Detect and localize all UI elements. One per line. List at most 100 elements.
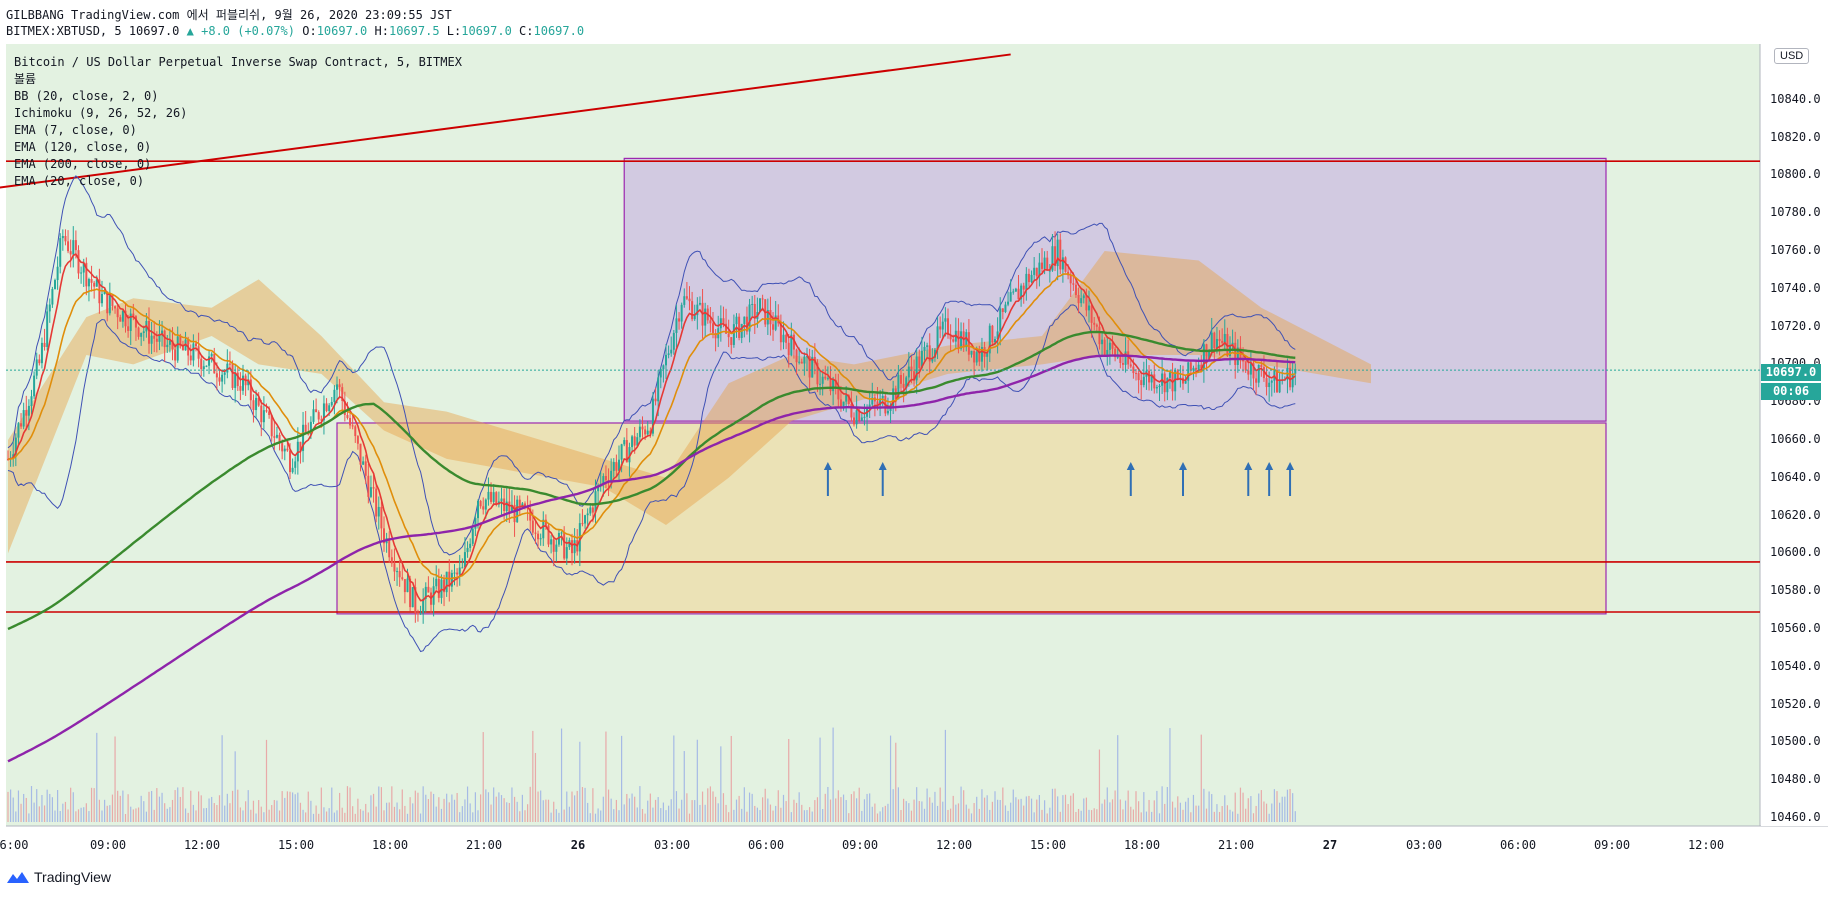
volume-bar [493,787,495,822]
candle-body [620,444,623,460]
candle-body [1101,339,1104,345]
purple-range-box[interactable] [623,157,1607,422]
time-tick-label: 12:00 [183,838,221,852]
volume-bar [278,810,281,822]
volume-bar [782,794,785,822]
candle-body [832,379,835,392]
support-arrow-5[interactable] [1265,462,1274,470]
currency-badge[interactable]: USD [1774,48,1810,64]
candle-body [709,320,712,324]
candle-body [1148,370,1151,383]
volume-bar [540,790,542,822]
legend-ichimoku[interactable]: Ichimoku (9, 26, 52, 26) [14,106,188,120]
candle-body [1046,257,1049,271]
volume-bar [563,809,565,822]
volume-bar [952,795,954,822]
volume-bar [151,790,153,822]
volume-bar [665,810,667,822]
candle-body [317,412,320,420]
volume-bar [889,735,892,822]
candle-body [678,318,681,322]
volume-bar [417,792,419,822]
volume-bar [903,798,905,822]
candle-body [422,598,425,614]
candle-body [722,318,725,324]
volume-bar [662,802,664,822]
candle-body [61,235,64,239]
candle-body [591,507,594,513]
volume-bar [216,805,218,822]
candle-body [406,578,409,593]
legend-ema120[interactable]: EMA (120, close, 0) [14,140,152,154]
volume-bar [657,797,659,822]
candle-body [265,410,268,412]
volume-bar [963,790,965,822]
time-tick-label: 21:00 [1217,838,1255,852]
volume-bar [190,790,192,822]
candle-body [518,499,521,506]
volume-bar [245,801,247,822]
tradingview-logo[interactable]: TradingView [6,869,111,885]
volume-bar [819,737,821,822]
candle-body [106,291,109,314]
volume-bar [247,790,249,822]
volume-bar [748,792,751,822]
candle-body [414,587,417,614]
volume-bar [1279,802,1281,822]
volume-bar [404,805,406,822]
legend-bb[interactable]: BB (20, close, 2, 0) [14,89,159,103]
candle-body [957,330,960,349]
volume-bar [566,791,568,822]
candle-body [80,272,83,274]
volume-bar [310,800,312,822]
volume-bar [349,787,351,822]
volume-bar [12,797,14,822]
support-arrow-2[interactable] [1126,462,1135,470]
volume-bar [1080,810,1082,822]
volume-bar [555,809,557,822]
support-arrow-6[interactable] [1286,462,1295,470]
volume-bar [806,810,808,822]
support-arrow-3[interactable] [1179,462,1187,470]
candle-body [675,318,678,333]
legend-ema20[interactable]: EMA (20, close, 0) [14,174,145,188]
candle-body [636,437,639,446]
open-value: 10697.0 [316,24,368,38]
trend-line[interactable] [0,53,1011,190]
volume-bar [1122,809,1124,822]
candle-body [531,520,534,533]
candle-body [161,330,164,334]
volume-bar [195,810,197,822]
support-arrow-1[interactable] [878,462,887,470]
candle-body [1022,285,1025,290]
candle-body [87,279,90,287]
legend-ema7[interactable]: EMA (7, close, 0) [14,123,137,137]
volume-bar [62,803,64,822]
candle-body [456,572,459,575]
volume-bar [218,795,221,822]
volume-bar [725,804,727,822]
volume-bar [845,800,847,822]
volume-bar [994,791,996,822]
candle-body [377,506,380,517]
candle-body [270,415,273,437]
candle-body [902,383,905,389]
volume-bar [681,799,683,822]
candle-body [1231,342,1234,345]
support-arrow-4[interactable] [1244,462,1253,470]
volume-bar [1038,795,1040,822]
volume-bar [636,807,638,822]
volume-bar [1166,786,1168,822]
candle-body [685,296,688,299]
candle-body [550,539,553,545]
legend-volume[interactable]: 볼륨 [14,72,37,86]
legend-ema200[interactable]: EMA (200, close, 0) [14,157,152,171]
candle-body [302,424,305,451]
candle-body [970,350,973,355]
legend-symbol[interactable]: Bitcoin / US Dollar Perpetual Inverse Sw… [14,55,462,69]
yellow-range-box[interactable] [336,422,1607,615]
volume-bar [362,810,364,822]
candle-body [628,447,631,463]
support-arrow-0[interactable] [823,462,832,470]
